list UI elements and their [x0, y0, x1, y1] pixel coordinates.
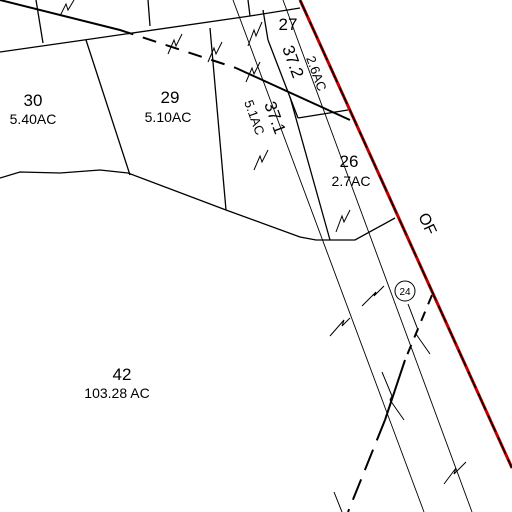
boundary-30-29	[85, 39, 131, 176]
boundary-top-mid	[147, 0, 151, 27]
boundary-27-inner	[267, 39, 299, 119]
boundary-27-left	[262, 9, 269, 41]
parcel-boundaries	[0, 0, 473, 512]
parcel-30-acreage: 5.40AC	[10, 111, 57, 127]
parcel-42-acreage: 103.28 AC	[84, 385, 149, 401]
route-marker-circle	[394, 280, 416, 302]
route-marker: 24	[394, 280, 416, 302]
tick-7	[335, 209, 351, 233]
boundary-top-left	[35, 0, 44, 44]
tick-3	[207, 41, 223, 63]
parcel-29-acreage: 5.10AC	[145, 109, 192, 125]
tick-1	[59, 0, 75, 17]
county-boundary	[298, 0, 512, 469]
road-label: OF	[414, 211, 439, 239]
boundary-26-top	[297, 109, 349, 119]
parcel-27-number: 27	[279, 15, 298, 34]
boundary-top	[0, 7, 301, 53]
boundary-37-1-right	[289, 96, 331, 241]
row-line-2	[282, 0, 473, 512]
tick-11	[381, 371, 405, 421]
parcel-26-acreage: 2.7AC	[332, 173, 371, 189]
tick-9	[329, 317, 351, 337]
tick-6	[253, 149, 269, 171]
parcel-29-number: 29	[161, 88, 180, 107]
tick-2	[167, 33, 183, 55]
tick-4	[247, 21, 263, 47]
boundary-29-37	[209, 27, 227, 211]
tick-10	[407, 303, 431, 355]
tick-12	[443, 461, 467, 485]
parcel-30-number: 30	[24, 91, 43, 110]
dashed-line-lower-dash-1	[404, 294, 433, 361]
dashed-line-lower-solid	[384, 359, 406, 421]
tick-5	[245, 61, 261, 83]
boundary-42-top	[0, 169, 396, 241]
dashed-line-top-dash	[119, 29, 237, 69]
dashed-line-top-solid-2	[235, 67, 351, 121]
route-marker-number: 24	[399, 287, 411, 298]
boundary-top-right	[247, 0, 251, 17]
parcel-26-number: 26	[340, 152, 359, 171]
county-boundary-dash	[299, 0, 512, 469]
tick-13	[333, 491, 343, 512]
tick-8	[361, 285, 385, 307]
row-line-1	[232, 0, 425, 512]
tick-marks	[59, 0, 467, 512]
dashed-line-lower-dash-2	[347, 419, 386, 512]
parcel-42-number: 42	[113, 365, 132, 384]
dashed-lines	[0, 0, 433, 512]
parcel-37-2-number: 37.2	[278, 43, 307, 81]
